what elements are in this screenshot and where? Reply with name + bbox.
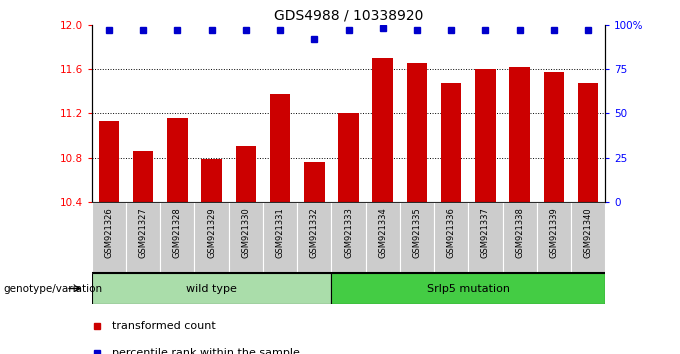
Bar [263,202,297,273]
Bar [92,202,126,273]
Text: GSM921340: GSM921340 [583,207,592,258]
Text: Srlp5 mutation: Srlp5 mutation [427,284,510,293]
Text: GSM921336: GSM921336 [447,207,456,258]
Bar [297,202,331,273]
Text: percentile rank within the sample: percentile rank within the sample [112,348,300,354]
Bar [373,58,393,202]
Bar [92,273,331,304]
Bar [228,202,263,273]
Bar [126,202,160,273]
Bar [571,202,605,273]
Text: GSM921332: GSM921332 [310,207,319,258]
Bar [331,273,605,304]
Bar [133,151,154,202]
Text: genotype/variation: genotype/variation [3,284,103,293]
Bar [407,63,427,202]
Bar [235,147,256,202]
Bar [578,84,598,202]
Bar [338,113,359,202]
Text: GSM921333: GSM921333 [344,207,353,258]
Bar [194,202,228,273]
Bar [509,67,530,202]
Bar [167,118,188,202]
Bar [270,95,290,202]
Bar [99,121,119,202]
Bar [366,202,400,273]
Text: GSM921335: GSM921335 [413,207,422,258]
Text: GSM921338: GSM921338 [515,207,524,258]
Bar [537,202,571,273]
Text: GSM921339: GSM921339 [549,207,558,258]
Text: GSM921337: GSM921337 [481,207,490,258]
Bar [543,72,564,202]
Bar [304,162,324,202]
Bar [160,202,194,273]
Text: GSM921329: GSM921329 [207,207,216,258]
Bar [201,159,222,202]
Bar [441,84,462,202]
Text: transformed count: transformed count [112,321,216,331]
Bar [434,202,469,273]
Bar [331,202,366,273]
Title: GDS4988 / 10338920: GDS4988 / 10338920 [274,8,423,22]
Text: GSM921328: GSM921328 [173,207,182,258]
Text: GSM921327: GSM921327 [139,207,148,258]
Bar [469,202,503,273]
Text: wild type: wild type [186,284,237,293]
Text: GSM921330: GSM921330 [241,207,250,258]
Text: GSM921331: GSM921331 [275,207,284,258]
Bar [475,69,496,202]
Text: GSM921334: GSM921334 [378,207,387,258]
Bar [503,202,537,273]
Text: GSM921326: GSM921326 [105,207,114,258]
Bar [400,202,434,273]
